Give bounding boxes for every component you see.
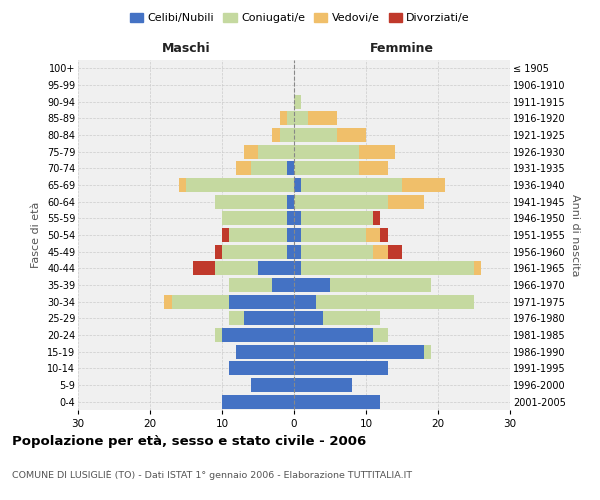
Bar xyxy=(215,244,222,259)
Bar xyxy=(294,394,380,409)
Bar xyxy=(294,228,301,242)
Bar xyxy=(373,211,380,226)
Y-axis label: Fasce di età: Fasce di età xyxy=(31,202,41,268)
Bar xyxy=(229,311,244,326)
Bar xyxy=(359,162,388,175)
Bar xyxy=(193,261,215,276)
Bar xyxy=(294,144,359,159)
Bar xyxy=(280,128,294,142)
Bar xyxy=(337,128,366,142)
Bar xyxy=(301,178,402,192)
Bar xyxy=(294,294,316,308)
Bar xyxy=(229,278,272,292)
Bar xyxy=(402,178,445,192)
Bar xyxy=(179,178,186,192)
Bar xyxy=(236,344,294,359)
Bar xyxy=(294,244,301,259)
Bar xyxy=(474,261,481,276)
Bar xyxy=(294,112,308,126)
Bar xyxy=(323,311,380,326)
Bar xyxy=(222,394,294,409)
Bar xyxy=(215,328,222,342)
Bar xyxy=(373,244,388,259)
Bar xyxy=(294,178,301,192)
Bar xyxy=(301,228,366,242)
Bar xyxy=(164,294,172,308)
Text: Maschi: Maschi xyxy=(161,42,211,55)
Text: COMUNE DI LUSIGLIÈ (TO) - Dati ISTAT 1° gennaio 2006 - Elaborazione TUTTITALIA.: COMUNE DI LUSIGLIÈ (TO) - Dati ISTAT 1°… xyxy=(12,470,412,480)
Bar xyxy=(294,211,301,226)
Bar xyxy=(229,361,294,376)
Bar xyxy=(222,244,287,259)
Bar xyxy=(222,328,294,342)
Bar xyxy=(373,328,388,342)
Bar xyxy=(359,144,395,159)
Bar xyxy=(308,112,337,126)
Bar xyxy=(287,244,294,259)
Bar xyxy=(272,278,294,292)
Bar xyxy=(294,311,323,326)
Bar xyxy=(388,194,424,209)
Bar xyxy=(244,144,258,159)
Bar xyxy=(215,261,258,276)
Bar xyxy=(294,261,301,276)
Bar xyxy=(294,328,373,342)
Bar xyxy=(294,162,359,175)
Bar xyxy=(258,144,294,159)
Bar xyxy=(301,244,373,259)
Bar xyxy=(258,261,294,276)
Bar xyxy=(294,194,388,209)
Text: Femmine: Femmine xyxy=(370,42,434,55)
Bar xyxy=(287,194,294,209)
Bar xyxy=(287,112,294,126)
Bar xyxy=(294,278,330,292)
Bar xyxy=(287,228,294,242)
Bar xyxy=(222,228,229,242)
Bar xyxy=(380,228,388,242)
Bar xyxy=(251,162,287,175)
Bar xyxy=(229,294,294,308)
Bar xyxy=(294,94,301,109)
Bar xyxy=(294,344,424,359)
Bar xyxy=(366,228,380,242)
Bar xyxy=(294,378,352,392)
Bar xyxy=(301,211,373,226)
Bar xyxy=(236,162,251,175)
Bar xyxy=(294,128,337,142)
Bar xyxy=(251,378,294,392)
Bar xyxy=(272,128,280,142)
Bar xyxy=(280,112,287,126)
Bar xyxy=(186,178,294,192)
Bar xyxy=(316,294,474,308)
Bar xyxy=(172,294,229,308)
Legend: Celibi/Nubili, Coniugati/e, Vedovi/e, Divorziati/e: Celibi/Nubili, Coniugati/e, Vedovi/e, Di… xyxy=(125,8,475,28)
Y-axis label: Anni di nascita: Anni di nascita xyxy=(569,194,580,276)
Bar xyxy=(222,211,287,226)
Bar xyxy=(287,162,294,175)
Bar xyxy=(287,211,294,226)
Bar xyxy=(301,261,474,276)
Bar xyxy=(244,311,294,326)
Bar xyxy=(388,244,402,259)
Bar xyxy=(294,361,388,376)
Text: Popolazione per età, sesso e stato civile - 2006: Popolazione per età, sesso e stato civil… xyxy=(12,435,366,448)
Bar xyxy=(330,278,431,292)
Bar xyxy=(215,194,287,209)
Bar xyxy=(424,344,431,359)
Bar xyxy=(229,228,287,242)
